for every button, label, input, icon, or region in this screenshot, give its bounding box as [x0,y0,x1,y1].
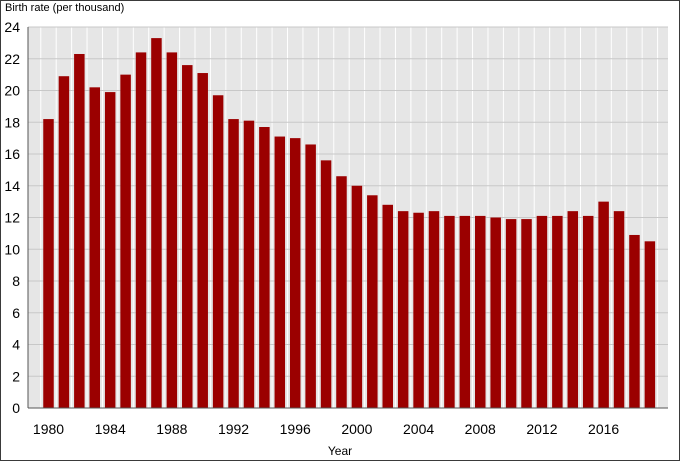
bar-1987 [151,38,162,409]
bar-1992 [228,119,239,408]
bar-2013 [552,215,563,408]
bar-1988 [166,52,178,409]
y-tick-label: 14 [4,178,20,194]
bar-2008 [475,215,486,408]
bar-1994 [259,127,270,408]
bar-2006 [444,215,455,408]
bar-1982 [74,53,85,409]
bar-1997 [305,144,316,408]
y-tick-label: 22 [4,51,20,67]
bar-2001 [367,195,378,408]
bar-1991 [212,95,224,408]
bar-1980 [43,119,54,408]
x-tick-label: 2012 [526,421,557,437]
y-tick-label: 2 [12,368,20,384]
x-tick-label: 2008 [465,421,496,437]
bar-2005 [428,211,440,408]
x-tick-label: 1996 [280,421,311,437]
bar-1985 [120,74,131,409]
x-tick-label: 1980 [33,421,64,437]
y-tick-label: 0 [12,400,20,416]
bar-2003 [397,211,409,408]
x-tick-label: 1988 [156,421,187,437]
bar-2004 [413,212,424,408]
bar-2014 [567,211,579,408]
y-tick-label: 20 [4,83,20,99]
bar-1981 [58,76,70,409]
bar-1999 [336,176,347,408]
y-tick-label: 24 [4,19,20,35]
bar-1995 [274,136,286,409]
x-tick-label: 1984 [95,421,126,437]
bar-1984 [104,92,116,408]
bar-2012 [536,215,548,408]
x-tick-label: 2004 [403,421,434,437]
bar-2002 [382,204,393,408]
x-tick-label: 2016 [588,421,619,437]
x-axis-label: Year [327,444,353,458]
y-axis-label: Birth rate (per thousand) [5,2,125,14]
bar-2007 [459,215,471,408]
y-tick-label: 12 [4,210,20,226]
bar-2019 [644,241,656,408]
x-tick-label: 2000 [341,421,372,437]
bar-1989 [182,65,193,408]
bar-1983 [89,87,101,408]
y-tick-label: 6 [12,305,20,321]
y-tick-label: 4 [12,337,20,353]
bar-2011 [521,219,532,408]
y-tick-label: 10 [4,241,20,257]
bar-1998 [320,160,332,408]
bar-2016 [598,201,609,409]
y-tick-label: 16 [4,146,20,162]
bar-2018 [629,234,640,408]
bar-1986 [135,52,147,409]
bar-2009 [490,217,501,408]
bar-2015 [582,215,594,408]
bar-2010 [505,219,517,408]
bar-2000 [351,185,363,408]
y-tick-label: 8 [12,273,20,289]
bar-1993 [243,120,255,408]
bar-1990 [197,73,208,408]
x-tick-label: 1992 [218,421,249,437]
y-tick-label: 18 [4,114,20,130]
bar-1996 [289,138,301,409]
bar-2017 [613,211,625,408]
